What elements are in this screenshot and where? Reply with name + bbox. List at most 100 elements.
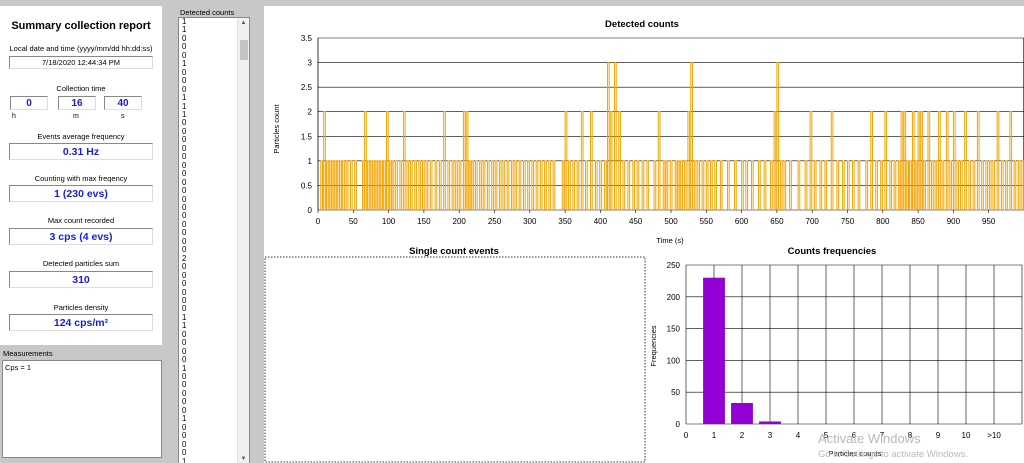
list-item[interactable]: 0 xyxy=(182,448,187,458)
detected-count-spike xyxy=(429,160,433,210)
list-item[interactable]: 0 xyxy=(182,405,187,415)
list-item[interactable]: 1 xyxy=(182,321,187,331)
measurements-textbox[interactable]: Cps = 1 xyxy=(2,360,162,458)
list-item[interactable]: 1 xyxy=(182,93,187,103)
list-item[interactable]: 0 xyxy=(182,152,187,162)
list-item[interactable]: 1 xyxy=(182,25,187,35)
list-item[interactable]: 0 xyxy=(182,50,187,60)
list-item[interactable]: 0 xyxy=(182,169,187,179)
list-item[interactable]: 0 xyxy=(182,397,187,407)
list-item[interactable]: 0 xyxy=(182,177,187,187)
datetime-field: 7/18/2020 12:44:34 PM xyxy=(9,56,153,69)
detected-count-spike xyxy=(741,160,744,210)
detected-count-spike xyxy=(687,111,691,210)
list-item[interactable]: 1 xyxy=(182,414,187,424)
detected-count-spike xyxy=(474,160,478,210)
detected-count-spike xyxy=(701,160,705,210)
detected-count-spike xyxy=(683,160,687,210)
frequency-bar xyxy=(759,421,781,424)
top-xtick-label: 900 xyxy=(947,217,961,226)
detected-count-spike xyxy=(531,160,535,210)
list-item[interactable]: 0 xyxy=(182,295,187,305)
list-item[interactable]: 2 xyxy=(182,253,187,263)
list-item[interactable]: 1 xyxy=(182,17,187,26)
collection-time-label: Collection time xyxy=(56,84,106,93)
list-item[interactable]: 1 xyxy=(182,59,187,69)
detected-count-spike xyxy=(653,160,657,210)
list-item[interactable]: 0 xyxy=(182,84,187,94)
list-item[interactable]: 0 xyxy=(182,186,187,196)
list-scrollbar[interactable]: ▲ ▼ xyxy=(237,18,249,463)
list-item[interactable]: 1 xyxy=(182,456,187,463)
scroll-down-arrow-icon[interactable]: ▼ xyxy=(240,456,247,462)
detected-count-spike xyxy=(339,160,343,210)
detected-count-spike xyxy=(842,160,845,210)
list-item[interactable]: 1 xyxy=(182,363,187,373)
list-item[interactable]: 0 xyxy=(182,355,187,365)
scroll-thumb[interactable] xyxy=(240,40,248,60)
detected-count-spike xyxy=(897,160,901,210)
detected-count-spike xyxy=(395,160,398,210)
list-item[interactable]: 0 xyxy=(182,118,187,128)
charts-svg: Detected counts 00.511.522.533.50 50 100 15… xyxy=(264,19,1024,463)
list-item[interactable]: 0 xyxy=(182,346,187,356)
list-item[interactable]: 0 xyxy=(182,135,187,145)
list-item[interactable]: 0 xyxy=(182,245,187,255)
list-item[interactable]: 0 xyxy=(182,202,187,212)
detected-count-spike xyxy=(797,160,801,210)
bottom-xtick-label: 9 xyxy=(936,431,941,440)
list-item[interactable]: 0 xyxy=(182,194,187,204)
detected-count-spike xyxy=(745,160,749,210)
detected-count-spike xyxy=(909,160,912,210)
list-item[interactable]: 0 xyxy=(182,126,187,136)
list-item[interactable]: 0 xyxy=(182,262,187,272)
detected-count-spike xyxy=(1017,160,1021,210)
top-ytick-label: 0 xyxy=(308,206,313,215)
list-item[interactable]: 0 xyxy=(182,304,187,314)
scroll-up-arrow-icon[interactable]: ▲ xyxy=(240,20,247,26)
list-item[interactable]: 0 xyxy=(182,236,187,246)
detected-count-spike xyxy=(710,160,713,210)
single-count-chart-area xyxy=(264,256,646,463)
list-item[interactable]: 0 xyxy=(182,431,187,441)
list-item[interactable]: 1 xyxy=(182,101,187,111)
list-item[interactable]: 0 xyxy=(182,67,187,77)
list-item[interactable]: 0 xyxy=(182,388,187,398)
activate-windows-subtitle: Go to Settings to activate Windows. xyxy=(818,449,968,460)
list-item[interactable]: 0 xyxy=(182,338,187,348)
list-item[interactable]: 0 xyxy=(182,329,187,339)
bottom-ytick-label: 0 xyxy=(676,420,681,429)
detected-count-spike xyxy=(836,160,840,210)
list-item[interactable]: 0 xyxy=(182,42,187,52)
list-item[interactable]: 0 xyxy=(182,287,187,297)
list-item[interactable]: 0 xyxy=(182,422,187,432)
detected-count-spike xyxy=(938,111,941,210)
list-item[interactable]: 0 xyxy=(182,143,187,153)
detected-count-spike xyxy=(552,160,556,210)
list-item[interactable]: 0 xyxy=(182,76,187,86)
list-item[interactable]: 1 xyxy=(182,109,187,119)
list-item[interactable]: 0 xyxy=(182,160,187,170)
top-xtick-label: 500 xyxy=(664,217,678,226)
list-item[interactable]: 0 xyxy=(182,228,187,238)
detected-count-spike xyxy=(972,160,976,210)
list-item[interactable]: 0 xyxy=(182,439,187,449)
detected-count-spike xyxy=(779,160,783,210)
list-item[interactable]: 0 xyxy=(182,380,187,390)
detected-count-spike xyxy=(544,160,547,210)
detected-count-spike xyxy=(599,160,602,210)
detected-count-spike xyxy=(414,160,417,210)
list-item[interactable]: 0 xyxy=(182,33,187,43)
detected-count-spike xyxy=(471,160,475,210)
detected-count-spike xyxy=(923,160,926,210)
list-item[interactable]: 0 xyxy=(182,279,187,289)
list-item[interactable]: 0 xyxy=(182,211,187,221)
list-item[interactable]: 1 xyxy=(182,312,187,322)
list-item[interactable]: 0 xyxy=(182,219,187,229)
detected-count-spike xyxy=(1005,160,1008,210)
list-item[interactable]: 0 xyxy=(182,270,187,280)
detected-count-spike xyxy=(914,160,918,210)
top-xtick-label: 200 xyxy=(453,217,467,226)
list-item[interactable]: 0 xyxy=(182,372,187,382)
